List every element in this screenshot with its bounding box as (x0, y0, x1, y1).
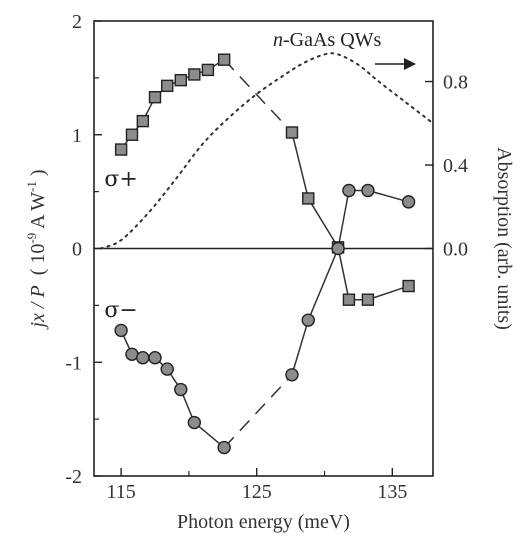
y-tick-label--2: -2 (65, 466, 82, 488)
y-tick-label-2: 2 (72, 11, 82, 33)
sigma-plus-point-0 (116, 144, 127, 155)
annotation-prefix: n (273, 29, 283, 51)
sigma-minus-segment (308, 249, 338, 321)
sigma-plus-point-2 (137, 116, 148, 127)
sigma-plus-point-4 (162, 80, 173, 91)
y-tick-label--1: -1 (65, 352, 82, 374)
series-label-sigma-minus: σ− (104, 298, 137, 323)
series-label-sigma-plus: σ+ (104, 167, 137, 192)
sigma-minus-point-9 (302, 314, 314, 326)
y-axis-title: jx / P ( 10-9 A W-1 ) (24, 169, 49, 330)
x-tick-label-135: 135 (377, 481, 407, 503)
sigma-plus-point-5 (175, 75, 186, 86)
sigma-plus-dashed-segment (224, 60, 292, 133)
y-tick-label-1: 1 (72, 125, 82, 147)
sigma-minus-point-12 (362, 184, 374, 196)
y-axis-title-exp: -9 (24, 233, 39, 244)
sigma-minus-point-5 (175, 384, 187, 396)
sigma-minus-point-10 (332, 243, 344, 255)
sigma-minus-dashed-segment (224, 375, 292, 448)
sigma-plus-point-14 (403, 281, 414, 292)
sigma-plus-point-8 (219, 54, 230, 65)
sigma-minus-point-0 (115, 324, 127, 336)
sigma-minus-point-6 (188, 417, 200, 429)
sigma-minus-segment (292, 320, 308, 375)
sigma-plus-point-7 (202, 64, 213, 75)
sigma-minus-segment (338, 190, 349, 248)
y-axis-title-lhs: jx / P (27, 285, 49, 330)
sigma-minus-point-8 (286, 369, 298, 381)
y2-tick-label-0: 0.0 (443, 239, 468, 261)
sigma-plus-segment (308, 198, 338, 247)
y-axis-title-unit-mid: A W (27, 192, 49, 233)
y-axis-title-unit-close: ) (27, 169, 49, 181)
sigma-minus-point-11 (343, 184, 355, 196)
sigma-minus-point-2 (137, 352, 149, 364)
sigma-minus-point-4 (161, 363, 173, 375)
y2-tick-label-2: 0.8 (443, 72, 468, 94)
sigma-plus-point-13 (362, 294, 373, 305)
sigma-minus-point-13 (403, 196, 415, 208)
y2-axis-title: Absorption (arb. units) (493, 147, 515, 330)
sigma-plus-point-12 (343, 294, 354, 305)
x-tick-label-125: 125 (242, 481, 272, 503)
y2-tick-label-1: 0.4 (443, 155, 468, 177)
absorption-curve (101, 53, 433, 248)
arrow-head (404, 58, 416, 70)
sigma-plus-point-1 (126, 129, 137, 140)
y-axis-title-exp2: -1 (24, 181, 39, 192)
sigma-plus-point-10 (303, 193, 314, 204)
y-axis-title-unit-open: ( 10 (27, 244, 49, 276)
right-arrow-icon (375, 58, 416, 70)
annotation-label: n-GaAs QWs (273, 29, 382, 51)
sigma-plus-point-3 (150, 92, 161, 103)
sigma-plus-segment (292, 132, 308, 198)
annotation-text: -GaAs QWs (283, 29, 382, 51)
x-tick-label-115: 115 (106, 481, 135, 503)
sigma-plus-point-6 (189, 69, 200, 80)
sigma-minus-point-3 (149, 352, 161, 364)
sigma-minus-point-7 (218, 442, 230, 454)
x-axis-title: Photon energy (meV) (177, 511, 350, 533)
sigma-plus-point-9 (286, 127, 297, 138)
sigma-plus-segment (338, 247, 349, 299)
y-tick-label-0: 0 (72, 239, 82, 261)
